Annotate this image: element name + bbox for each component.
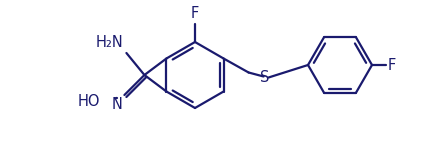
Text: HO: HO: [78, 93, 100, 108]
Text: S: S: [260, 70, 269, 85]
Text: F: F: [388, 57, 396, 72]
Text: H₂N: H₂N: [96, 35, 124, 50]
Text: N: N: [112, 97, 122, 112]
Text: F: F: [191, 6, 199, 21]
